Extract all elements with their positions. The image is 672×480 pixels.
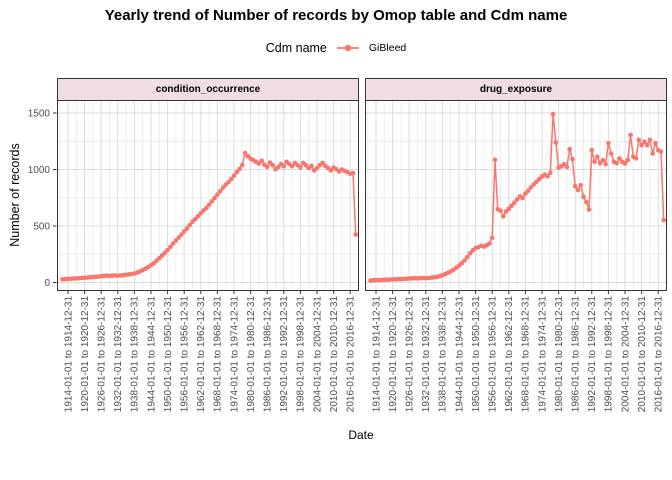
x-tick-label: 1926-01-01 to 1926-12-31 <box>97 296 108 413</box>
x-tick-label: 1986-01-01 to 1986-12-31 <box>263 296 274 413</box>
facet-strip-label: drug_exposure <box>479 84 553 95</box>
facet-panel-drug_exposure: 1914-01-01 to 1914-12-31 1920-01-01 to 19… <box>365 100 667 413</box>
data-series-condition_occurrence <box>60 150 359 282</box>
y-tick-label: 0 <box>44 278 50 289</box>
x-tick-label: 1962-01-01 to 1962-12-31 <box>196 296 207 413</box>
x-axis-drug_exposure: 1914-01-01 to 1914-12-31 1920-01-01 to 19… <box>371 290 665 413</box>
x-tick-label: 1968-01-01 to 1968-12-31 <box>213 296 224 413</box>
x-tick-label: 1950-01-01 to 1950-12-31 <box>163 296 174 413</box>
x-tick-label: 1914-01-01 to 1914-12-31 <box>371 296 382 413</box>
x-tick-label: 1974-01-01 to 1974-12-31 <box>229 296 240 413</box>
x-tick-label: 2010-01-01 to 2010-12-31 <box>637 296 648 413</box>
x-tick-label: 1998-01-01 to 1998-12-31 <box>604 296 615 413</box>
facet-strip-label: condition_occurrence <box>155 84 261 95</box>
line-point-icon <box>336 44 359 52</box>
x-tick-label: 1980-01-01 to 1980-12-31 <box>554 296 565 413</box>
facet-panel-condition_occurrence: 1914-01-01 to 1914-12-31 1920-01-01 to 19… <box>57 100 359 413</box>
x-tick-label: 1920-01-01 to 1920-12-31 <box>388 296 399 413</box>
x-tick-label: 1944-01-01 to 1944-12-31 <box>146 296 157 413</box>
x-axis-condition_occurrence: 1914-01-01 to 1914-12-31 1920-01-01 to 19… <box>63 290 357 413</box>
x-tick-label: 1968-01-01 to 1968-12-31 <box>521 296 532 413</box>
x-tick-label: 1950-01-01 to 1950-12-31 <box>471 296 482 413</box>
x-tick-label: 1938-01-01 to 1938-12-31 <box>438 296 449 413</box>
x-tick-label: 1926-01-01 to 1926-12-31 <box>405 296 416 413</box>
x-tick-label: 1938-01-01 to 1938-12-31 <box>130 296 141 413</box>
x-tick-label: 1956-01-01 to 1956-12-31 <box>488 296 499 413</box>
x-axis-title: Date <box>348 428 374 442</box>
x-tick-label: 1980-01-01 to 1980-12-31 <box>246 296 257 413</box>
x-tick-label: 1932-01-01 to 1932-12-31 <box>421 296 432 413</box>
x-tick-label: 1998-01-01 to 1998-12-31 <box>296 296 307 413</box>
gridlines <box>365 100 667 291</box>
y-tick-label: 1000 <box>28 165 51 176</box>
data-series-drug_exposure <box>368 111 666 283</box>
x-tick-label: 2004-01-01 to 2004-12-31 <box>620 296 631 413</box>
x-tick-label: 1914-01-01 to 1914-12-31 <box>63 296 74 413</box>
chart-title: Yearly trend of Number of records by Omo… <box>104 7 568 24</box>
x-tick-label: 2016-01-01 to 2016-12-31 <box>654 296 665 413</box>
x-tick-label: 1992-01-01 to 1992-12-31 <box>279 296 290 413</box>
x-tick-label: 1920-01-01 to 1920-12-31 <box>80 296 91 413</box>
legend-series-label: GiBleed <box>368 42 407 54</box>
x-tick-label: 1992-01-01 to 1992-12-31 <box>587 296 598 413</box>
x-tick-label: 1974-01-01 to 1974-12-31 <box>537 296 548 413</box>
x-tick-label: 1986-01-01 to 1986-12-31 <box>571 296 582 413</box>
x-tick-label: 1956-01-01 to 1956-12-31 <box>180 296 191 413</box>
x-tick-label: 2016-01-01 to 2016-12-31 <box>346 296 357 413</box>
x-tick-label: 2004-01-01 to 2004-12-31 <box>312 296 323 413</box>
y-tick-label: 500 <box>33 222 50 233</box>
legend: Cdm name GiBleed <box>0 38 672 58</box>
y-axis: 0 500 1000 1500 <box>28 109 57 289</box>
x-tick-label: 1932-01-01 to 1932-12-31 <box>113 296 124 413</box>
y-tick-label: 1500 <box>28 109 51 120</box>
x-tick-label: 1962-01-01 to 1962-12-31 <box>504 296 515 413</box>
legend-title: Cdm name <box>265 41 327 55</box>
x-tick-label: 1944-01-01 to 1944-12-31 <box>454 296 465 413</box>
x-tick-label: 2010-01-01 to 2010-12-31 <box>329 296 340 413</box>
legend-key-icon <box>335 40 361 56</box>
